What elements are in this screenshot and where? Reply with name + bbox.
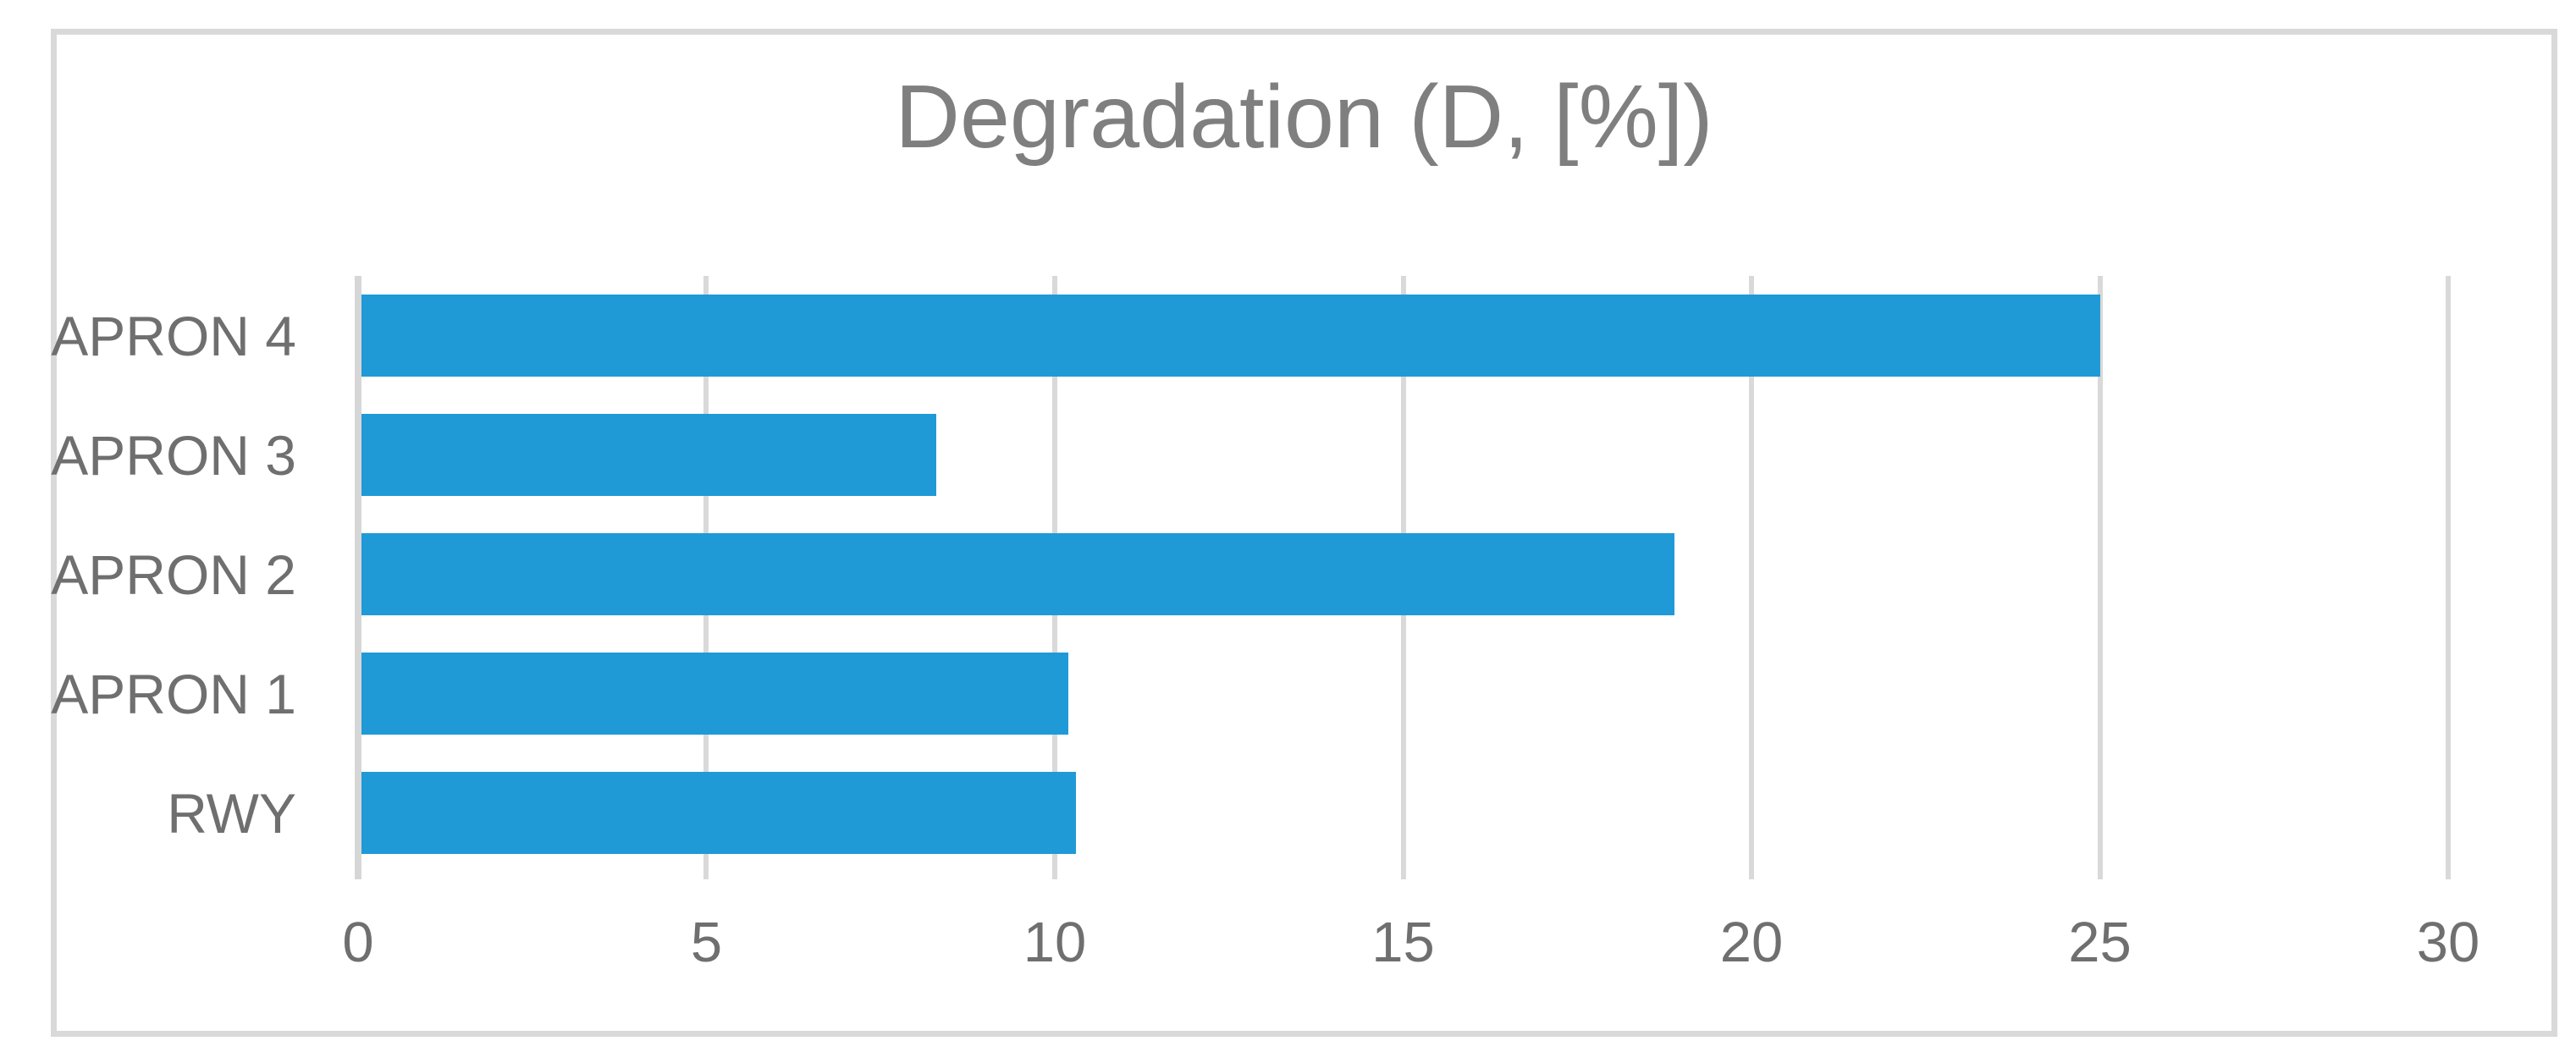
x-tick-label-20: 20: [1719, 911, 1784, 974]
bar-rwy: [358, 772, 1076, 854]
x-tick-label-30: 30: [2416, 911, 2480, 974]
x-axis-tick-labels: 0 5 10 15 20 25 30: [342, 905, 2479, 981]
chart-frame: Degradation (D, [%]) APRON 4 APRON 3 APRON…: [51, 29, 2557, 1037]
bar-row-apron-2: [358, 515, 2448, 634]
plot-area: [355, 276, 2451, 879]
category-axis-labels: APRON 4 APRON 3 APRON 2 APRON 1 RWY: [51, 276, 296, 873]
x-tick-label-25: 25: [2068, 911, 2132, 974]
bar-row-rwy: [358, 753, 2448, 873]
x-tick-label-10: 10: [1023, 911, 1087, 974]
y-axis-line: [355, 276, 361, 879]
chart-title: Degradation (D, [%]): [895, 67, 1713, 167]
bar-apron-2: [358, 533, 1675, 615]
bar-apron-1: [358, 653, 1069, 735]
gridline-x-25: [2097, 276, 2103, 879]
category-label-apron-2: APRON 2: [51, 543, 296, 606]
category-label-rwy: RWY: [167, 781, 296, 845]
bar-row-apron-3: [358, 395, 2448, 515]
x-tick-label-15: 15: [1371, 911, 1435, 974]
bar-row-apron-4: [358, 276, 2448, 395]
bar-apron-3: [358, 414, 937, 496]
gridline-x-30: [2446, 276, 2451, 879]
category-label-apron-1: APRON 1: [51, 662, 296, 725]
x-tick-label-5: 5: [690, 911, 723, 974]
gridline-x-20: [1748, 276, 1754, 879]
bar-apron-4: [358, 295, 2100, 377]
category-label-apron-4: APRON 4: [51, 304, 296, 367]
bar-row-apron-1: [358, 634, 2448, 753]
x-tick-label-0: 0: [342, 911, 374, 974]
category-label-apron-3: APRON 3: [51, 423, 296, 487]
